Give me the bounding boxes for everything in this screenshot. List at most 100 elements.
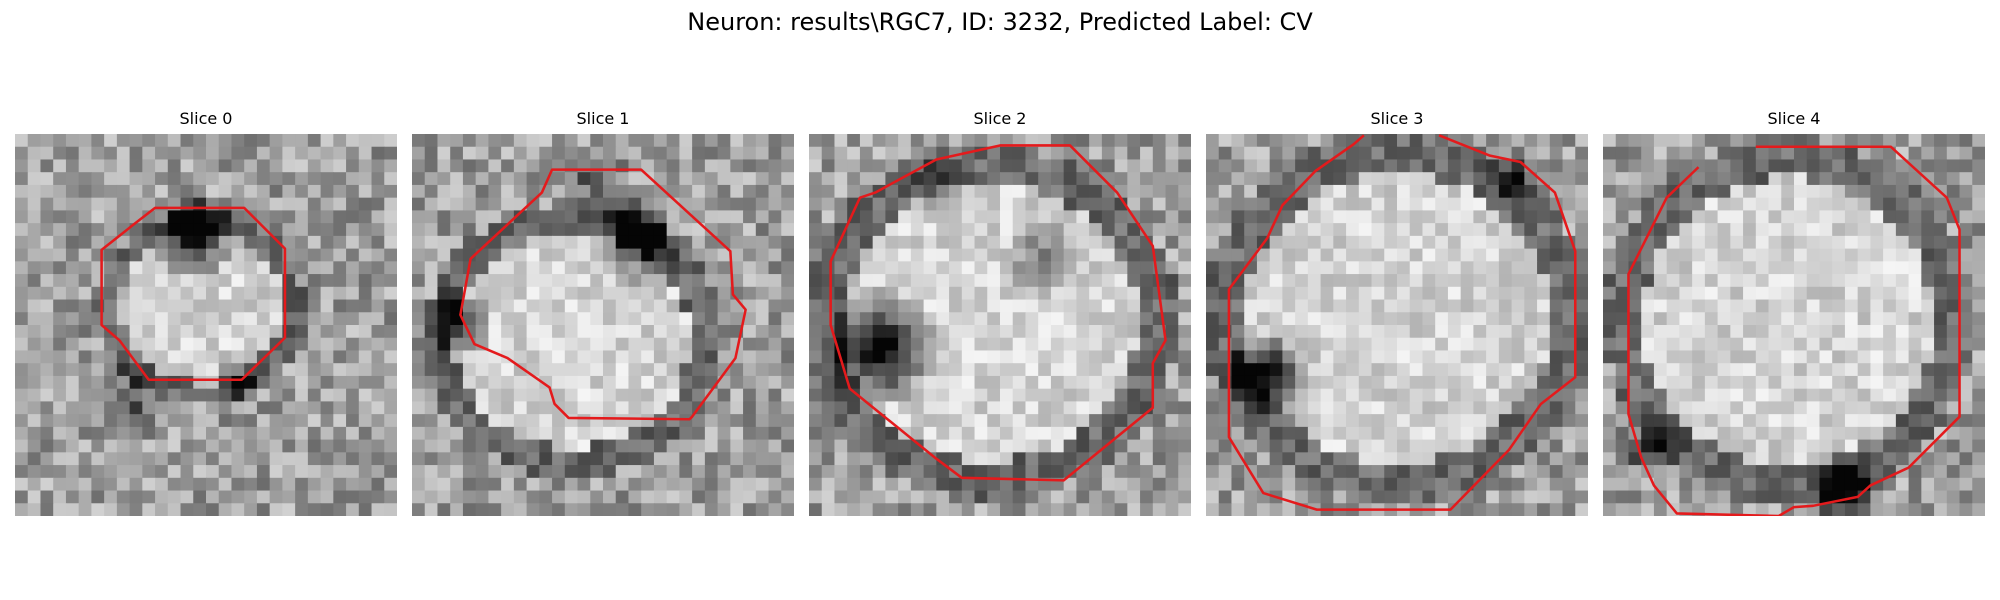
- pixel: [539, 426, 553, 441]
- pixel: [936, 465, 950, 479]
- pixel: [1371, 286, 1385, 301]
- pixel: [167, 223, 182, 237]
- pixel: [755, 184, 770, 199]
- pixel: [1537, 325, 1551, 339]
- pixel: [1178, 235, 1191, 250]
- pixel: [1883, 223, 1897, 237]
- pixel: [1218, 172, 1232, 186]
- pixel: [1743, 503, 1757, 516]
- pixel: [872, 210, 886, 224]
- pixel: [653, 401, 668, 415]
- pixel: [1870, 490, 1884, 504]
- pixel: [1063, 375, 1077, 390]
- pixel: [231, 146, 245, 160]
- pixel: [1628, 490, 1642, 504]
- pixel: [755, 375, 770, 390]
- pixel: [847, 375, 861, 390]
- pixel: [768, 452, 782, 466]
- pixel: [936, 210, 950, 224]
- pixel: [1269, 312, 1283, 326]
- pixel: [1256, 197, 1271, 211]
- pixel: [295, 439, 309, 453]
- pixel: [1857, 248, 1871, 262]
- pixel: [1358, 261, 1373, 275]
- pixel: [679, 414, 693, 428]
- pixel: [653, 325, 668, 339]
- pixel: [872, 235, 886, 250]
- pixel: [1165, 223, 1179, 237]
- pixel: [1269, 235, 1283, 250]
- pixel: [1206, 172, 1220, 186]
- pixel: [1615, 248, 1629, 262]
- pixel: [206, 337, 220, 351]
- pixel: [1641, 426, 1655, 441]
- pixel: [704, 248, 719, 262]
- pixel: [1422, 325, 1436, 339]
- pixel: [1575, 134, 1588, 148]
- pixel: [513, 223, 528, 237]
- pixel: [1806, 299, 1820, 313]
- pixel: [717, 325, 731, 339]
- pixel: [1473, 274, 1487, 288]
- pixel: [1397, 452, 1411, 466]
- pixel: [488, 146, 502, 160]
- pixel: [371, 134, 385, 148]
- pixel: [1946, 235, 1961, 250]
- pixel: [1206, 388, 1220, 402]
- pixel: [1063, 299, 1077, 313]
- pixel: [1152, 235, 1167, 250]
- pixel: [1653, 439, 1668, 453]
- pixel: [1269, 452, 1283, 466]
- pixel: [552, 477, 566, 492]
- pixel: [206, 134, 220, 148]
- pixel: [885, 159, 899, 173]
- pixel: [653, 465, 668, 479]
- pixel: [1422, 350, 1436, 364]
- pixel: [155, 274, 169, 288]
- pixel: [180, 134, 194, 148]
- pixel: [1127, 312, 1141, 326]
- pixel: [653, 210, 668, 224]
- pixel: [526, 490, 540, 504]
- pixel: [1460, 274, 1474, 288]
- pixel: [679, 248, 693, 262]
- pixel: [218, 248, 232, 262]
- pixel: [167, 350, 182, 364]
- pixel: [628, 325, 642, 339]
- pixel: [1422, 248, 1436, 262]
- pixel: [1832, 286, 1846, 301]
- pixel: [923, 337, 937, 351]
- pixel: [1603, 477, 1617, 492]
- pixel: [1038, 235, 1052, 250]
- pixel: [526, 363, 540, 377]
- pixel: [961, 274, 976, 288]
- pixel: [628, 197, 642, 211]
- pixel: [513, 375, 528, 390]
- pixel: [898, 477, 912, 492]
- pixel: [1755, 350, 1770, 364]
- pixel: [821, 274, 835, 288]
- pixel: [371, 388, 385, 402]
- pixel: [590, 426, 604, 441]
- pixel: [282, 223, 296, 237]
- pixel: [1063, 286, 1077, 301]
- pixel: [1152, 184, 1167, 199]
- pixel: [1295, 223, 1309, 237]
- pixel: [1666, 414, 1680, 428]
- pixel: [1615, 325, 1629, 339]
- pixel: [821, 261, 835, 275]
- pixel: [15, 337, 29, 351]
- pixel: [155, 299, 169, 313]
- pixel: [1231, 223, 1245, 237]
- pixel: [412, 146, 426, 160]
- pixel: [1972, 274, 1985, 288]
- pixel: [1921, 337, 1935, 351]
- pixel: [1679, 159, 1693, 173]
- pixel: [1511, 465, 1525, 479]
- pixel: [1794, 261, 1808, 275]
- pixel: [1063, 274, 1077, 288]
- pixel: [717, 210, 731, 224]
- figure-title: Neuron: results\RGC7, ID: 3232, Predicte…: [687, 8, 1313, 36]
- pixel: [717, 350, 731, 364]
- pixel: [1704, 452, 1719, 466]
